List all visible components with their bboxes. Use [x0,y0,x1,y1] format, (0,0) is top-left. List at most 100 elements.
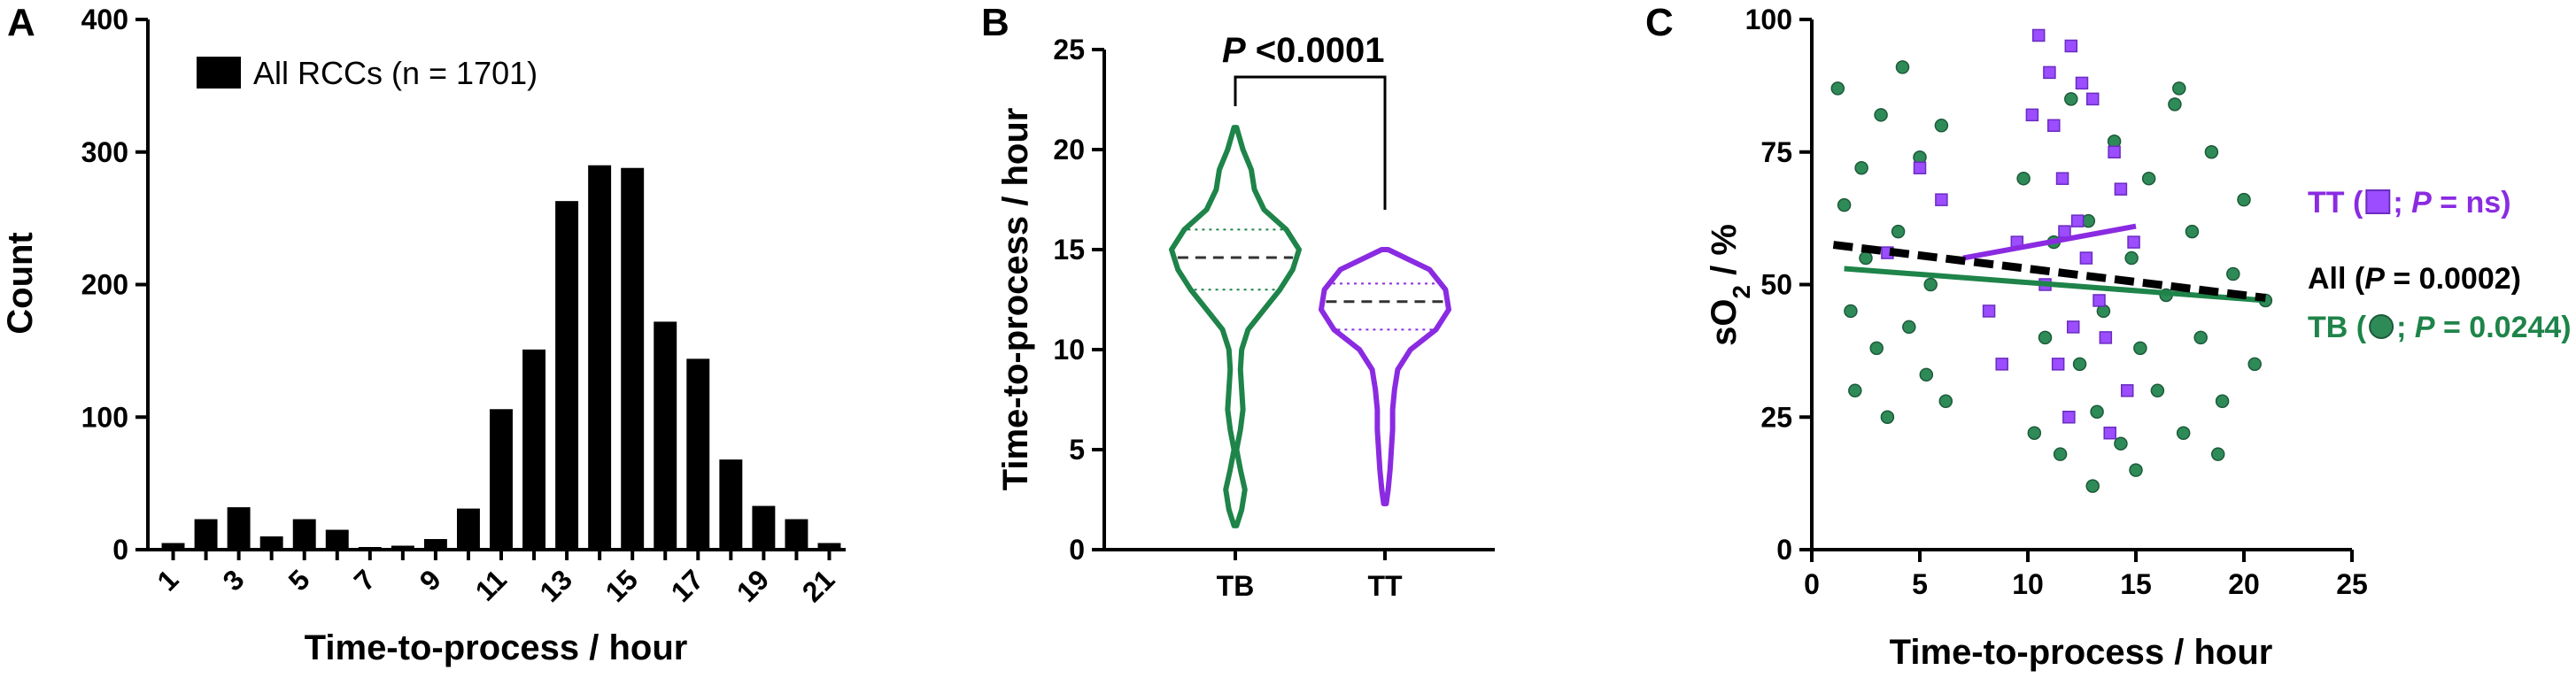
point [1844,304,1858,319]
point [1830,81,1845,96]
bar [621,167,645,550]
panel-label: B [981,1,1010,44]
point [1848,383,1862,398]
point [1837,197,1852,212]
point [2072,357,2087,372]
x-tick-label: TB [1217,570,1255,602]
bar [588,165,612,550]
text-part: = 0.0002) [2385,262,2521,296]
text-part: P [2415,311,2435,344]
violin [1169,125,1302,528]
point [2085,479,2100,493]
bar [752,505,776,550]
point [1854,160,1868,175]
legend-swatch [197,57,241,89]
point [2085,92,2100,106]
legend-marker [2365,189,2391,214]
x-tick-label: 15 [2120,568,2152,600]
y-tick-label: 10 [1053,334,1085,366]
y-tick-label: 100 [1745,4,1792,35]
bar [325,529,349,550]
bar [194,519,218,550]
text-part: ; [2393,186,2411,220]
legend-marker [2369,314,2394,339]
point [1859,250,1873,266]
x-tick-label: 10 [2012,568,2044,600]
point [2053,447,2068,461]
point [2062,411,2076,424]
bar [785,519,808,550]
text-part: sO [1705,299,1744,346]
x-tick-label: 7 [348,563,382,597]
point [2090,404,2104,420]
fit-line [1832,241,2266,302]
y-tick-label: 0 [112,534,128,566]
y-tick-label: 25 [1053,34,1085,65]
x-tick-label: 9 [414,563,447,597]
bar [719,459,743,550]
rich-text: sO2 / % [1705,224,1755,346]
point [2215,394,2230,409]
point [1935,193,1948,206]
text-part: P [2364,262,2385,296]
point [2103,426,2116,440]
bar [161,543,185,550]
point [1913,161,1927,174]
y-tick-label: 0 [1069,534,1085,566]
x-tick-label: 3 [217,563,251,597]
significance-bracket [1234,75,1387,210]
x-tick-label: 1 [151,563,184,597]
x-tick-label: TT [1367,570,1403,602]
text-part: P [1222,31,1246,70]
point [2027,426,2042,440]
point [2210,447,2225,461]
point [2051,358,2065,371]
point [1880,410,1895,424]
x-tick-label: 20 [2228,568,2260,600]
rich-text: TB (; P = 0.0244) [2308,311,2572,344]
bar [654,321,677,550]
bar [490,409,513,550]
point [2108,145,2121,158]
x-tick-label: 17 [665,563,710,608]
panel-label: C [1645,1,1674,44]
rich-text: TT (; P = ns) [2308,186,2511,220]
point [1938,394,1953,409]
point [2120,384,2134,397]
point [2081,213,2096,228]
bar [292,519,316,550]
point [2016,171,2031,186]
rich-text: P <0.0001 [1222,31,1385,70]
bar [686,358,710,550]
y-tick-label: 20 [1053,134,1085,166]
point [2127,235,2140,249]
point [2064,39,2078,53]
text-part: <0.0001 [1246,31,1385,70]
point [1982,304,1996,318]
point [2133,341,2147,356]
point [2038,330,2053,345]
point [2047,119,2061,133]
bar [456,508,480,550]
point [2025,108,2039,122]
point [1902,320,1916,335]
bar [391,545,414,550]
point [2058,225,2071,238]
x-axis-title: Time-to-process / hour [1890,633,2273,672]
point [2114,182,2128,196]
fit-line [1844,266,2266,304]
panel-label: A [7,1,35,44]
point [2031,28,2046,42]
x-tick-label: 5 [282,563,316,597]
point [2079,251,2093,265]
y-tick-label: 5 [1069,434,1085,466]
point [2043,65,2056,80]
text-part: All ( [2308,262,2365,296]
point [1891,224,1906,239]
x-tick-label: 25 [2336,568,2368,600]
violin [1319,247,1451,507]
point [2129,463,2143,477]
y-tick-label: 25 [1760,401,1792,433]
point [1874,108,1888,122]
